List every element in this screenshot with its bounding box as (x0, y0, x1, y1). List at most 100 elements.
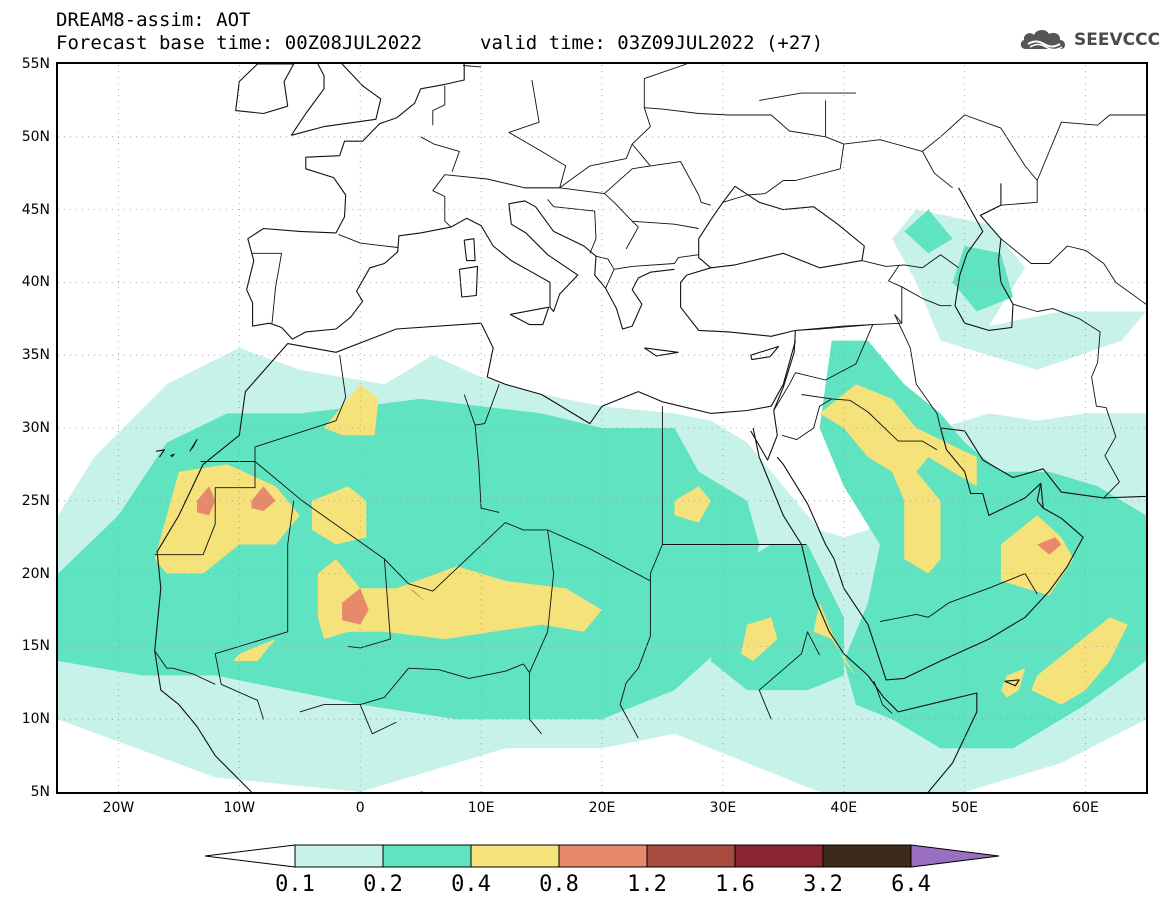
longitude-tick-label: 20E (588, 800, 616, 816)
coastline (154, 650, 252, 792)
coastlines-borders (154, 64, 1146, 792)
country-border (254, 355, 347, 462)
longitude-tick-label: 60E (1072, 800, 1099, 816)
colorbar-swatch (822, 844, 912, 868)
country-border (1000, 238, 1146, 305)
aot-field-0-8 (342, 588, 369, 625)
country-border (299, 704, 361, 713)
colorbar-tick-label: 3.2 (803, 872, 843, 897)
forecast-base-time: Forecast base time: 00Z08JUL2022 (56, 32, 423, 54)
coastline (752, 427, 978, 792)
colorbar-tick-label: 0.1 (275, 872, 315, 897)
country-border (432, 85, 446, 126)
country-border (524, 187, 699, 229)
map-title: DREAM8-assim: AOT (56, 9, 251, 31)
country-border (408, 663, 524, 679)
country-border (901, 286, 952, 324)
aot-field-0-4 (324, 384, 379, 436)
latitude-tick-label: 20N (21, 565, 50, 582)
longitude-tick-label: 10E (467, 800, 495, 816)
latitude-tick-label: 35N (21, 347, 50, 364)
coastline (458, 265, 479, 298)
colorbar-tick-label: 1.2 (627, 872, 667, 897)
colorbar-tick-label: 1.6 (715, 872, 755, 897)
coastline (698, 185, 865, 269)
colorbar-swatch (558, 844, 648, 868)
country-border (1036, 114, 1146, 181)
colorbar-swatch (382, 844, 472, 868)
country-border (547, 199, 597, 254)
country-border (758, 631, 820, 720)
cloud-logo-icon (1020, 29, 1066, 51)
seevccc-logo: SEEVCCC (1018, 26, 1160, 54)
country-border (879, 573, 1038, 623)
country-border (619, 682, 639, 739)
coastline (680, 252, 862, 411)
country-border (420, 136, 460, 172)
aot-field-0-4 (819, 384, 977, 574)
latitude-tick-label: 10N (21, 711, 50, 728)
country-border (462, 65, 482, 68)
colorbar-tick-label: 0.2 (363, 872, 403, 897)
country-border (215, 500, 295, 655)
colorbar-swatch (294, 844, 384, 868)
aot-field-0-4 (674, 486, 711, 523)
aot-field-0-2 (952, 246, 1013, 312)
coastline (155, 449, 165, 458)
country-border (873, 681, 893, 714)
aot-field-0-1 (892, 209, 1146, 370)
country-border (888, 264, 902, 288)
country-border (475, 384, 500, 426)
longitude-tick-label: 40E (830, 800, 858, 816)
country-border (604, 165, 651, 194)
aot-field-0-8 (1037, 537, 1062, 555)
country-border (251, 252, 283, 324)
latitude-tick-label: 50N (21, 128, 50, 145)
colorbar-tick-label: 0.4 (451, 872, 491, 897)
country-border (795, 324, 873, 331)
country-border (214, 653, 264, 720)
colorbar-tick-label: 0.8 (539, 872, 579, 897)
country-border (644, 64, 687, 80)
longitude-tick-label: 10W (223, 800, 256, 816)
colorbar (205, 844, 1000, 868)
longitude-tick-label: 0 (355, 800, 365, 816)
country-border (338, 233, 398, 248)
country-border (759, 92, 856, 101)
country-border (625, 580, 651, 684)
aot-field-0-8 (408, 588, 427, 603)
aot-field-0-4 (1000, 668, 1026, 698)
country-border (595, 255, 615, 289)
latitude-tick-label: 25N (21, 492, 50, 509)
country-border (644, 107, 845, 203)
aot-field-0-4 (1000, 515, 1074, 596)
longitude-tick-label: 30E (709, 800, 737, 816)
logo-text: SEEVCCC (1074, 30, 1161, 50)
coastline (189, 439, 198, 452)
country-border (508, 79, 567, 189)
latitude-tick-label: 5N (30, 784, 50, 800)
aot-field-0-8 (251, 486, 276, 511)
aot-field-0-4 (233, 639, 276, 661)
coastline (643, 347, 679, 357)
coastline (750, 410, 778, 461)
longitude-tick-label: 20W (102, 800, 135, 816)
coastline (170, 453, 175, 458)
coastline (954, 183, 1014, 331)
aot-map (58, 64, 1146, 792)
coastline (290, 64, 325, 136)
colorbar-swatch (470, 844, 560, 868)
country-border (922, 114, 1026, 167)
country-border (348, 558, 391, 649)
latitude-tick-label: 15N (21, 638, 50, 655)
country-border (432, 174, 525, 228)
coastline (154, 322, 796, 651)
country-border (154, 650, 216, 685)
country-border (360, 667, 409, 706)
colorbar-swatch (646, 844, 736, 868)
latitude-tick-label: 55N (21, 56, 50, 72)
country-border (843, 139, 953, 189)
graticule (58, 64, 1146, 792)
coastline (750, 345, 780, 361)
coastline (291, 64, 382, 136)
